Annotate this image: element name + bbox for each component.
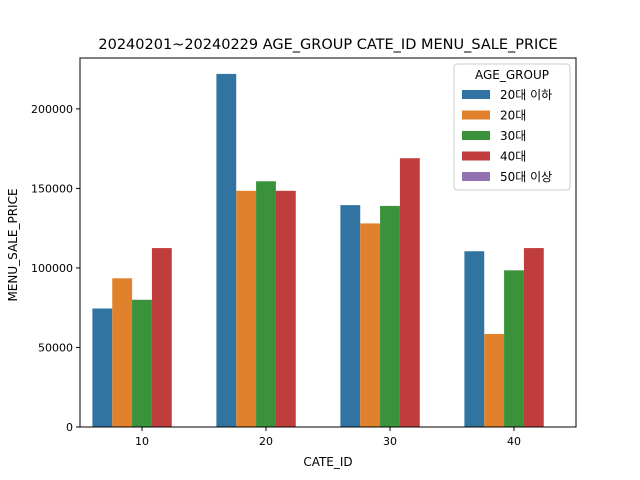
- bar: [360, 223, 381, 427]
- bar: [132, 299, 152, 427]
- x-tick-label: 40: [507, 435, 521, 448]
- x-axis-label: CATE_ID: [303, 455, 352, 469]
- x-tick-label: 20: [259, 435, 273, 448]
- legend-item-label: 50대 이상: [500, 170, 552, 184]
- bar: [216, 73, 237, 427]
- bar: [484, 333, 505, 427]
- bar: [151, 248, 172, 427]
- x-tick-label: 10: [135, 435, 149, 448]
- x-tick-label: 30: [383, 435, 397, 448]
- bar: [275, 190, 296, 427]
- bar: [380, 205, 400, 427]
- plot-frame: [79, 57, 577, 428]
- legend-item-label: 40대: [500, 150, 526, 164]
- chart-title: 20240201~20240229 AGE_GROUP CATE_ID MENU…: [98, 37, 557, 53]
- legend-title: AGE_GROUP: [475, 68, 549, 82]
- y-axis-label: MENU_SALE_PRICE: [6, 188, 20, 301]
- legend-swatch: [462, 151, 490, 161]
- plot-area: 0 50000 100000 150000 200000 10 20 30 40: [31, 57, 577, 448]
- bar: [523, 248, 544, 427]
- legend-swatch: [462, 131, 490, 140]
- legend: AGE_GROUP 20대 이하 20대 30대 40대 50대 이상: [453, 63, 571, 191]
- legend-swatch: [462, 110, 490, 120]
- y-tick-label: 200000: [31, 103, 73, 116]
- legend-swatch: [462, 90, 490, 99]
- legend-item-label: 20대: [500, 109, 526, 123]
- bar: [340, 205, 361, 427]
- y-tick-label: 50000: [38, 341, 73, 354]
- legend-swatch: [462, 172, 490, 181]
- bar: [464, 251, 485, 427]
- y-tick-label: 150000: [31, 182, 73, 195]
- y-tick-label: 100000: [31, 262, 73, 275]
- bar: [112, 278, 133, 427]
- legend-item-label: 30대: [500, 129, 526, 143]
- legend-item-label: 20대 이하: [500, 88, 552, 102]
- y-tick-label: 0: [66, 421, 73, 434]
- bar: [399, 158, 420, 427]
- bar: [236, 190, 257, 427]
- bar: [92, 308, 113, 427]
- bar: [504, 270, 524, 427]
- bar: [256, 181, 276, 427]
